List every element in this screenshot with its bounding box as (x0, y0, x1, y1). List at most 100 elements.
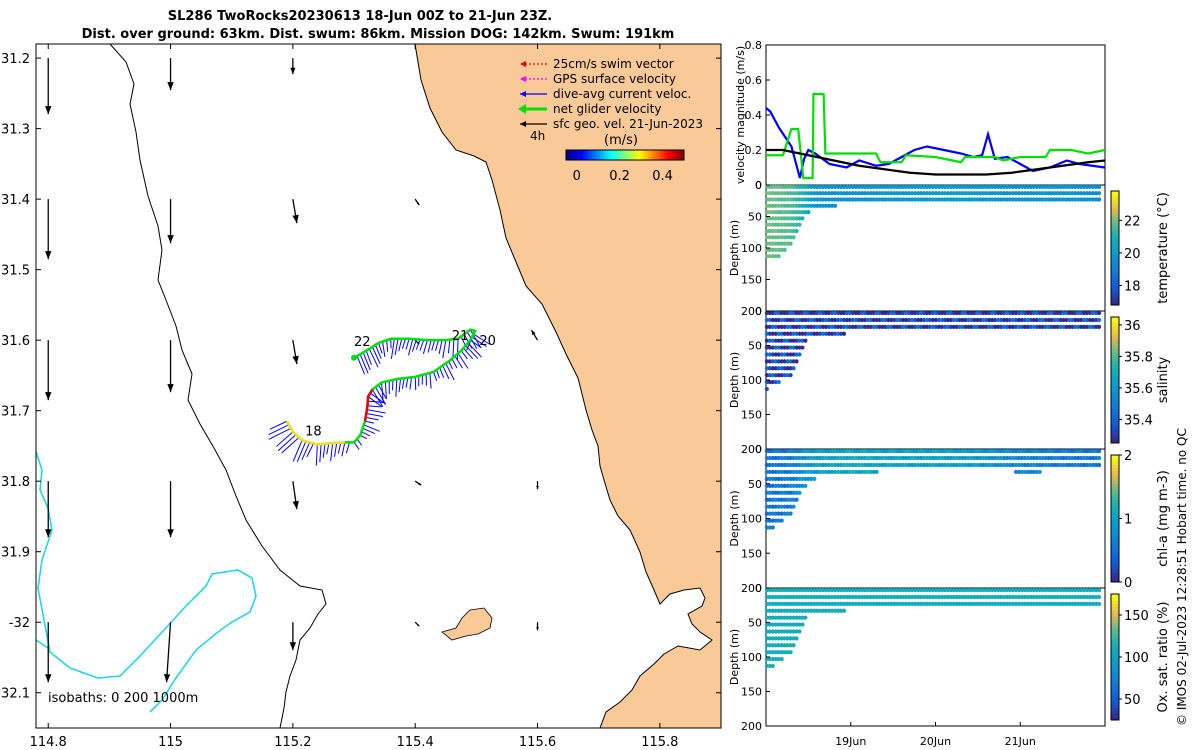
section-sample-dot (904, 594, 909, 600)
section-sample-dot (981, 191, 986, 196)
section-sample-dot (847, 310, 853, 316)
section-sample-dot (960, 587, 965, 593)
section-sample-dot (788, 317, 793, 323)
section-sample-dot (960, 197, 965, 202)
section-sample-dot (1016, 601, 1022, 606)
section-sample-dot (990, 455, 995, 461)
section-sample-dot (764, 525, 769, 530)
section-colorbar-cell (1111, 691, 1119, 696)
dive-avg-current-arrow (337, 442, 342, 454)
section-sample-dot (779, 594, 784, 600)
section-sample-dot (892, 197, 897, 202)
section-sample-dot (779, 601, 784, 606)
section-sample-dot (773, 366, 778, 371)
section-sample-dot (770, 448, 775, 454)
section-colorbar-cell (1111, 641, 1119, 645)
section-colorbar-cell (1111, 439, 1119, 444)
section-sample-dot (779, 235, 784, 240)
section-sample-dot (782, 643, 787, 648)
map-y-tick-label: 31.4 (1, 193, 30, 208)
section-sample-dot (770, 636, 775, 641)
section-colorbar-cell (1111, 351, 1119, 356)
section-sample-dot (1013, 197, 1019, 202)
section-sample-dot (1019, 310, 1025, 316)
section-colorbar-cell (1111, 556, 1119, 561)
imos-credit-label: © IMOS 02-Jul-2023 12:28:51 Hobart time.… (1175, 428, 1189, 726)
section-colorbar-cell (1111, 376, 1119, 381)
section-colorbar-cell (1111, 713, 1119, 718)
section-sample-dot (779, 511, 784, 516)
section-sample-dot (1016, 455, 1022, 461)
section-sample-dot (930, 197, 936, 202)
section-sample-dot (832, 448, 838, 454)
section-sample-dot (1040, 197, 1045, 202)
dive-avg-current-arrow (367, 405, 381, 408)
section-sample-dot (767, 455, 772, 461)
section-sample-dot (927, 587, 933, 593)
section-sample-dot (785, 203, 790, 208)
section-sample-dot (907, 191, 912, 196)
section-sample-dot (978, 587, 983, 593)
section-sample-dot (764, 366, 769, 371)
map-colorbar-cell (652, 150, 655, 160)
section-sample-dot (806, 587, 811, 593)
section-sample-dot (1091, 448, 1096, 454)
section-colorbar-cell (1111, 191, 1119, 195)
section-colorbar-label: salinity (1156, 356, 1171, 403)
section-colorbar-cell (1111, 578, 1119, 583)
section-sample-dot (907, 601, 912, 606)
section-sample-dot (954, 324, 959, 329)
section-sample-dot (1019, 587, 1025, 593)
section-sample-dot (853, 469, 858, 475)
map-colorbar-cell (646, 150, 649, 160)
section-sample-dot (1007, 310, 1013, 316)
section-sample-dot (809, 191, 814, 196)
section-sample-dot (776, 241, 781, 246)
section-sample-dot (776, 615, 781, 620)
section-sample-dot (960, 324, 965, 329)
section-sample-dot (850, 469, 855, 475)
section-sample-dot (785, 235, 790, 240)
section-sample-dot (954, 594, 959, 600)
section-sample-dot (764, 587, 769, 593)
section-sample-dot (794, 636, 799, 641)
section-sample-dot (1088, 462, 1093, 468)
section-sample-dot (806, 331, 811, 336)
section-sample-dot (773, 191, 778, 196)
section-y-tick-label: 0 (755, 179, 762, 192)
section-sample-dot (957, 594, 962, 600)
legend-interval-note: 4h (530, 129, 545, 143)
section-sample-dot (1034, 317, 1039, 323)
map-y-tick-label: 31.5 (1, 264, 30, 279)
section-sample-dot (981, 587, 986, 593)
section-colorbar-cell (1111, 710, 1119, 715)
section-sample-dot (933, 601, 939, 606)
section-sample-dot (895, 191, 900, 196)
section-sample-dot (975, 594, 980, 600)
section-sample-dot (954, 317, 959, 323)
section-sample-dot (770, 373, 775, 378)
section-sample-dot (904, 310, 909, 316)
section-sample-dot (800, 594, 805, 600)
section-sample-dot (877, 601, 882, 606)
section-sample-dot (1022, 191, 1028, 196)
section-sample-dot (972, 455, 977, 461)
section-sample-dot (1082, 317, 1087, 323)
section-sample-dot (812, 191, 817, 196)
geo-velocity-arrow (45, 340, 52, 401)
section-sample-dot (1043, 462, 1048, 468)
section-sample-dot (779, 366, 784, 371)
section-colorbar-cell (1111, 499, 1119, 504)
section-sample-dot (773, 254, 778, 259)
geo-velocity-arrow (167, 340, 174, 393)
section-sample-dot (1005, 455, 1010, 461)
section-colorbar-cell (1111, 357, 1119, 362)
section-sample-dot (862, 601, 867, 606)
section-sample-dot (785, 476, 790, 481)
section-sample-dot (776, 643, 781, 648)
section-sample-dot (806, 476, 811, 481)
dive-avg-current-arrow (365, 416, 379, 421)
map-colorbar-cell (572, 150, 575, 160)
section-sample-dot (862, 324, 867, 329)
dive-avg-current-arrow (375, 386, 386, 405)
